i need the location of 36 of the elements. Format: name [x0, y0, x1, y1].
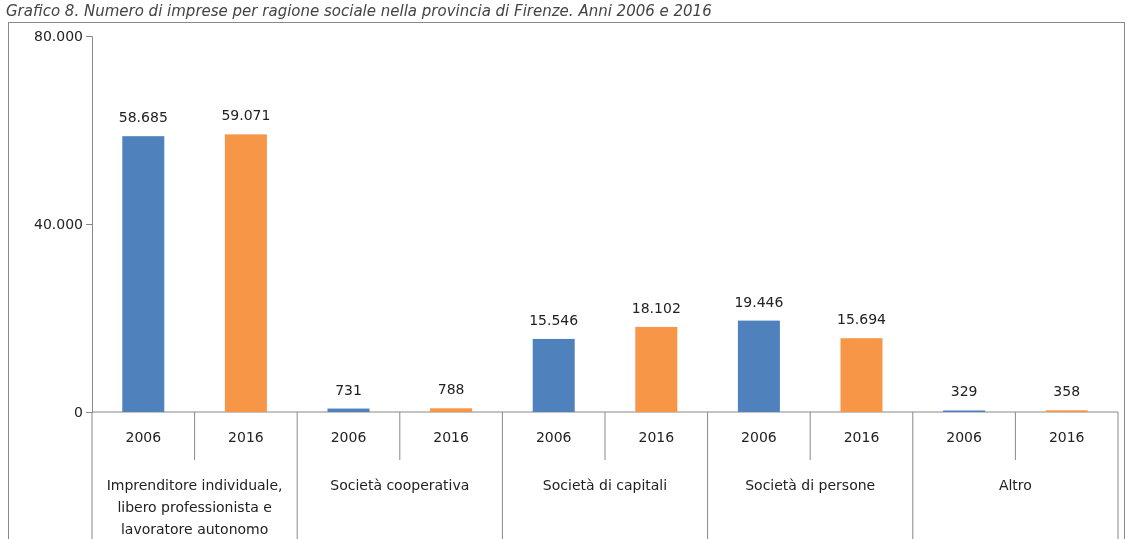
bar: [840, 338, 883, 412]
text: 2016: [433, 429, 469, 445]
bar: [532, 338, 575, 412]
bar: [122, 136, 165, 412]
data-label: 788: [437, 381, 465, 398]
x-tick-label: Società di capitali: [542, 477, 668, 493]
bar: [635, 326, 678, 412]
data-label: 329: [950, 383, 978, 400]
data-label: 58.685: [118, 109, 168, 126]
text: 2006: [330, 429, 367, 445]
data-label: 15.546: [529, 311, 579, 328]
y-tick-label: 40.000: [34, 215, 83, 232]
text: 2006: [741, 429, 777, 445]
x-tick-label: Altro: [998, 477, 1032, 493]
bar: [737, 320, 780, 412]
data-label: 59.071: [221, 107, 271, 124]
data-label: 358: [1053, 383, 1081, 400]
x-tick-label: Società di persone: [745, 477, 876, 493]
text: 2016: [638, 429, 675, 445]
data-label: 19.446: [734, 293, 784, 310]
bar: [430, 408, 473, 412]
series-label: 2016: [228, 429, 264, 445]
y-tick-label: 80.000: [34, 27, 83, 44]
data-label: 15.694: [837, 311, 887, 328]
x-tick-label: Società cooperativa: [330, 477, 470, 493]
data-label: 731: [335, 381, 362, 398]
series-label: 2006: [125, 429, 162, 445]
bar: [224, 134, 267, 412]
text: 2016: [843, 429, 880, 445]
y-tick-label: 0: [74, 403, 83, 420]
chart-title: Grafico 8. Numero di imprese per ragione sociale nella provincia di Firenze. Anni 2006 e 2016: [6, 2, 712, 20]
text: 2016: [1048, 429, 1085, 445]
text: 2006: [946, 429, 982, 445]
x-tick-label: Imprenditore individuale, libero professionista e lavoratore autonomo: [106, 477, 283, 537]
text: 2006: [535, 429, 572, 445]
data-label: 18.102: [631, 299, 681, 316]
